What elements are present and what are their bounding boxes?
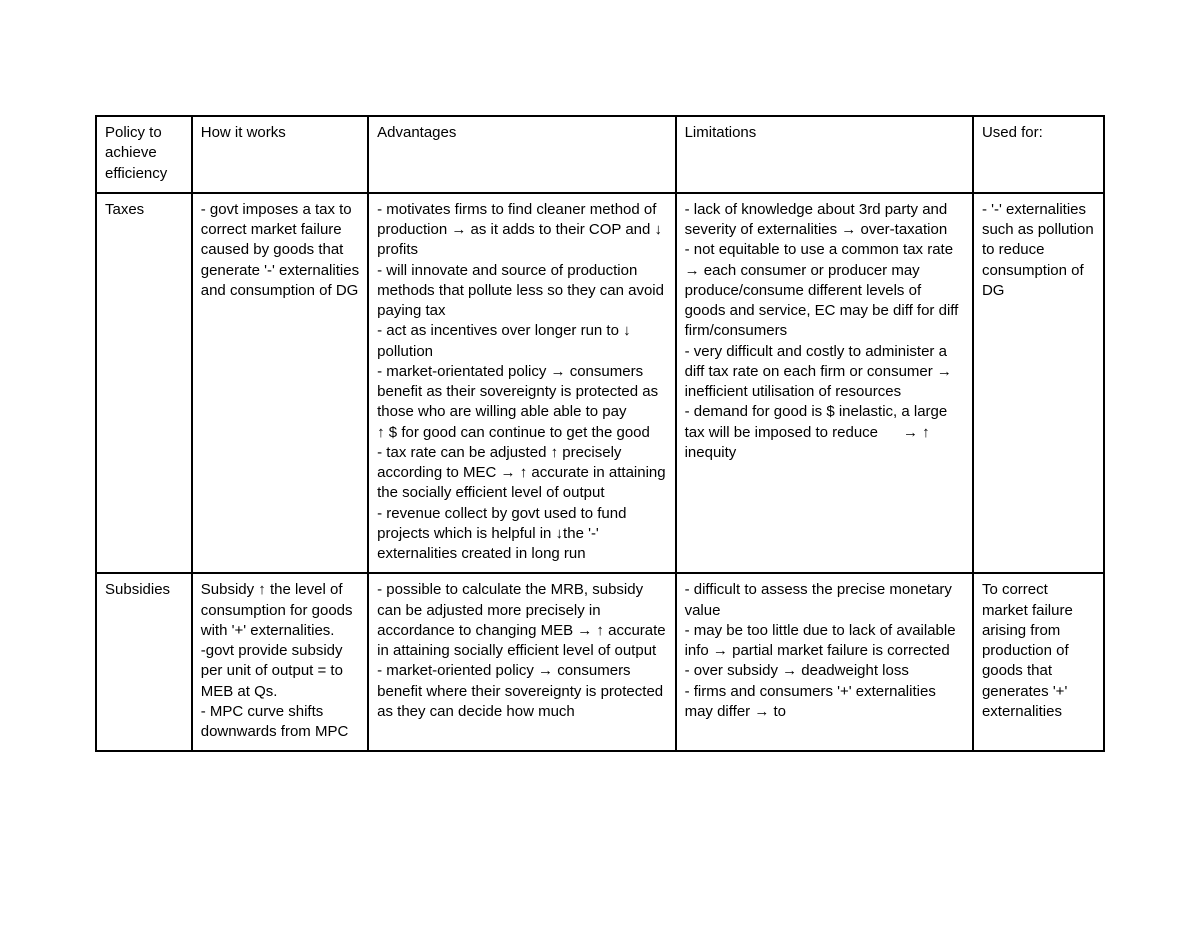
cell-limitations: - lack of knowledge about 3rd party and … bbox=[676, 193, 973, 574]
cell-how: Subsidy ↑ the level of consumption for g… bbox=[192, 573, 368, 751]
cell-advantages: - possible to calculate the MRB, subsidy… bbox=[368, 573, 675, 751]
document-page: Policy to achieve efficiency How it work… bbox=[0, 0, 1200, 752]
cell-used-for: To correct market failure arising from p… bbox=[973, 573, 1104, 751]
table-row: Taxes - govt imposes a tax to correct ma… bbox=[96, 193, 1104, 574]
table-header-row: Policy to achieve efficiency How it work… bbox=[96, 116, 1104, 193]
cell-used-for: - '-' externalities such as pollution to… bbox=[973, 193, 1104, 574]
col-header-limitations: Limitations bbox=[676, 116, 973, 193]
cell-policy: Subsidies bbox=[96, 573, 192, 751]
cell-limitations: - difficult to assess the precise moneta… bbox=[676, 573, 973, 751]
table-row: Subsidies Subsidy ↑ the level of consump… bbox=[96, 573, 1104, 751]
col-header-policy: Policy to achieve efficiency bbox=[96, 116, 192, 193]
col-header-advantages: Advantages bbox=[368, 116, 675, 193]
cell-how: - govt imposes a tax to correct market f… bbox=[192, 193, 368, 574]
cell-policy: Taxes bbox=[96, 193, 192, 574]
policy-efficiency-table: Policy to achieve efficiency How it work… bbox=[95, 115, 1105, 752]
col-header-used-for: Used for: bbox=[973, 116, 1104, 193]
cell-advantages: - motivates firms to find cleaner method… bbox=[368, 193, 675, 574]
col-header-how: How it works bbox=[192, 116, 368, 193]
